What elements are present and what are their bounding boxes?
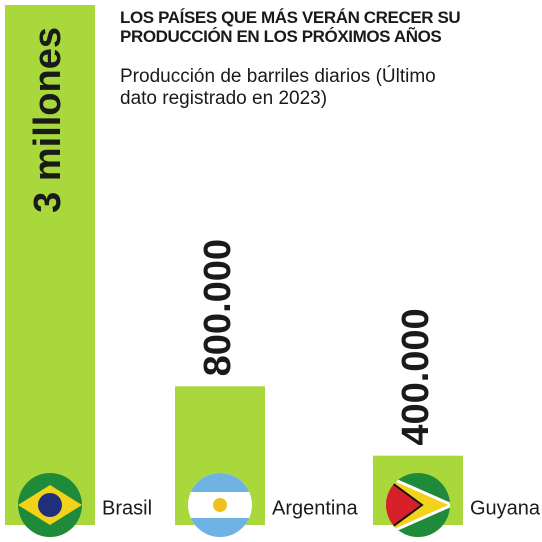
flag [188,473,252,537]
category-label: Argentina [272,497,358,519]
bar [5,5,95,525]
flag-triangle [386,475,424,535]
category-label: Brasil [102,497,152,519]
flag-globe [38,493,62,517]
flag-stripe [188,473,252,492]
flag-sun [213,498,227,512]
flag-stripe [188,518,252,537]
category-label: Guyana [470,497,541,519]
value-label: 3 millones [27,27,69,213]
flag [18,473,82,537]
chart-title: LOS PAÍSES QUE MÁS VERÁN CRECER SU PRODU… [120,8,461,46]
value-label: 800.000 [197,239,239,376]
value-label: 400.000 [395,308,437,445]
flag [386,473,450,537]
chart-subtitle: Producción de barriles diarios (Último d… [120,66,436,109]
